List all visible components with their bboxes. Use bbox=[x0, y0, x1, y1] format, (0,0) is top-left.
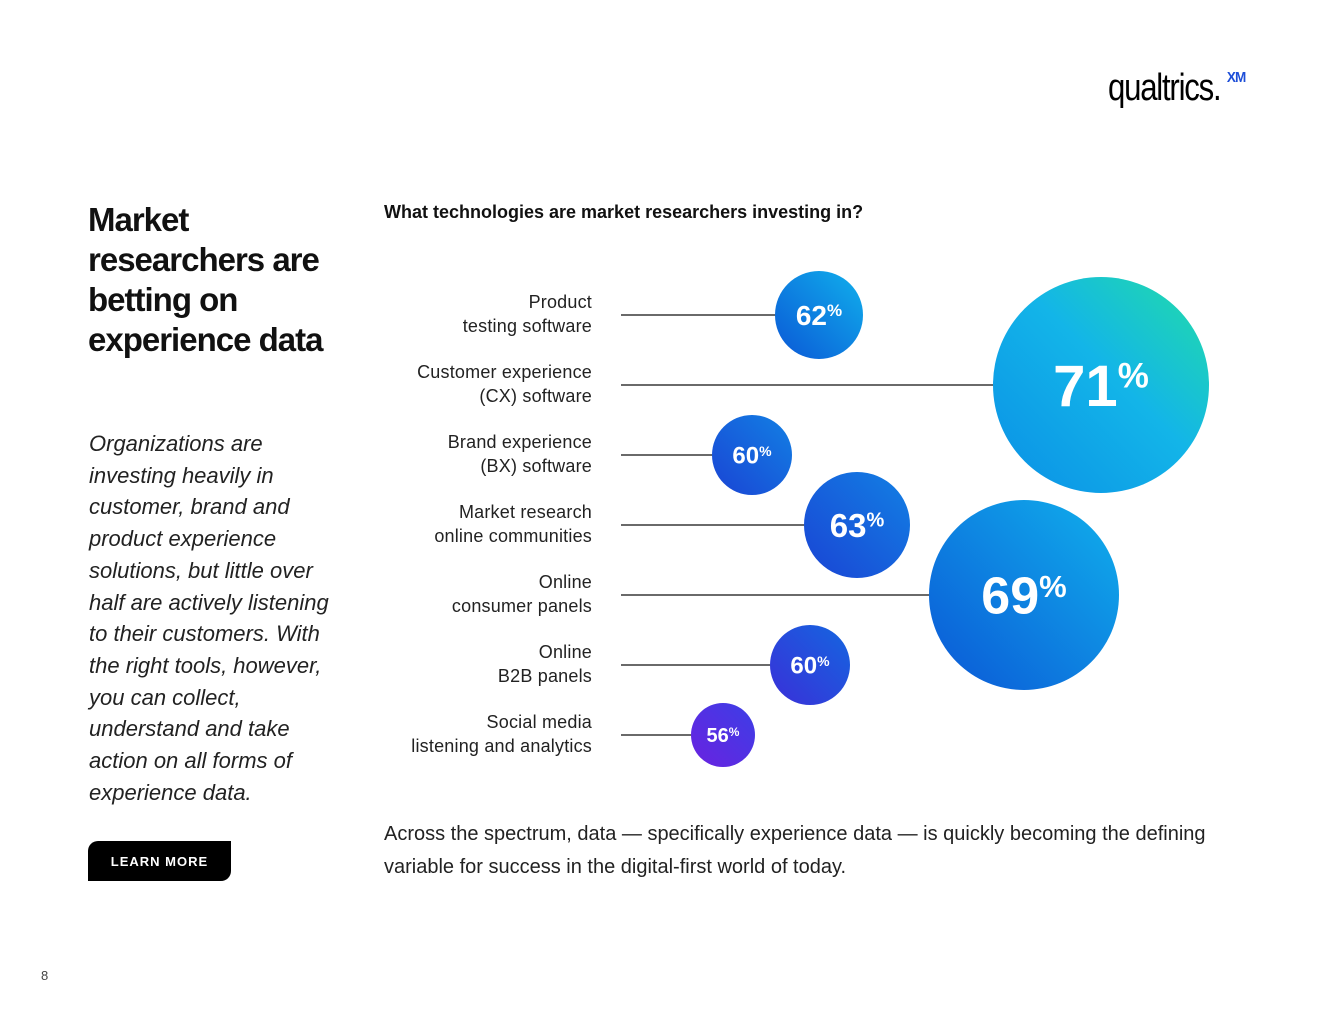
category-label: Online B2B panels bbox=[332, 641, 592, 688]
category-label-line: Product bbox=[528, 292, 592, 312]
category-label-line: Online bbox=[538, 642, 592, 662]
bubble bbox=[775, 271, 863, 359]
bubble-value-label: 69% bbox=[981, 568, 1066, 626]
learn-more-button[interactable]: LEARN MORE bbox=[88, 841, 231, 881]
category-label: Customer experience (CX) software bbox=[332, 361, 592, 408]
category-label: Market research online communities bbox=[332, 501, 592, 548]
qualtrics-logo: qualtrics. XM bbox=[1108, 64, 1246, 112]
bubble-value-label: 62% bbox=[796, 300, 842, 331]
category-label-line: B2B panels bbox=[497, 665, 592, 686]
category-label-line: Customer experience bbox=[417, 362, 592, 382]
category-label: Brand experience (BX) software bbox=[332, 431, 592, 478]
category-label: Product testing software bbox=[332, 291, 592, 338]
page-headline: Market researchers are betting on experi… bbox=[88, 201, 323, 358]
category-label-line: Brand experience bbox=[447, 432, 592, 452]
page-number: 8 bbox=[41, 968, 49, 983]
category-label-line: Market research bbox=[458, 502, 592, 522]
logo-xm-badge: XM bbox=[1226, 69, 1246, 86]
category-label: Social media listening and analytics bbox=[332, 711, 592, 758]
bubble-value-label: 71% bbox=[1053, 354, 1149, 419]
intro-paragraph: Organizations are investing heavily in c… bbox=[89, 431, 329, 805]
bubble bbox=[691, 703, 755, 767]
category-label-line: consumer panels bbox=[451, 595, 592, 616]
category-label-line: online communities bbox=[434, 525, 592, 546]
bubble bbox=[770, 625, 850, 705]
category-label-line: testing software bbox=[462, 315, 592, 336]
bubble-value-label: 56% bbox=[707, 725, 740, 747]
category-label-line: Online bbox=[538, 572, 592, 592]
chart-title: What technologies are market researchers… bbox=[384, 202, 864, 222]
bubble-value-label: 60% bbox=[790, 653, 830, 680]
category-label-line: listening and analytics bbox=[411, 735, 592, 756]
logo-wordmark: qualtrics. bbox=[1108, 67, 1222, 109]
bubble-value-label: 60% bbox=[732, 443, 772, 470]
footer-paragraph: Across the spectrum, data — specifically… bbox=[384, 823, 1206, 878]
bubble bbox=[712, 415, 792, 495]
category-label-line: (BX) software bbox=[480, 455, 592, 476]
bubble bbox=[804, 472, 910, 578]
category-label-line: (CX) software bbox=[479, 385, 592, 406]
category-label: Online consumer panels bbox=[332, 571, 592, 618]
bubble bbox=[929, 500, 1119, 690]
bubble-value-label: 63% bbox=[830, 507, 885, 544]
category-label-line: Social media bbox=[486, 712, 592, 732]
bubble bbox=[993, 277, 1209, 493]
